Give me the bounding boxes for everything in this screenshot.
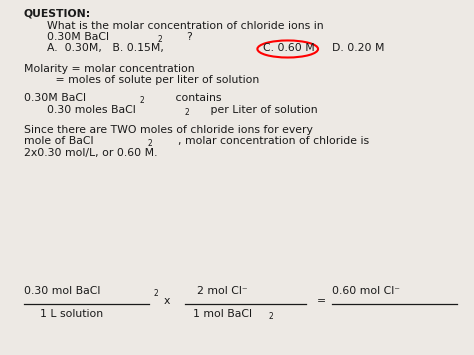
Text: ?: ? [186,32,192,42]
Text: 2: 2 [147,139,152,148]
Text: contains: contains [172,93,222,103]
Text: x: x [164,296,170,306]
Text: 2: 2 [185,108,190,116]
Text: QUESTION:: QUESTION: [24,9,91,19]
Text: 1 mol BaCl: 1 mol BaCl [193,309,252,319]
Text: C. 0.60 M: C. 0.60 M [263,43,315,53]
Text: 2x0.30 mol/L, or 0.60 M.: 2x0.30 mol/L, or 0.60 M. [24,148,157,158]
Text: 0.60 mol Cl⁻: 0.60 mol Cl⁻ [332,286,400,296]
Text: 0.30 mol BaCl: 0.30 mol BaCl [24,286,100,296]
Text: , molar concentration of chloride is: , molar concentration of chloride is [178,136,369,146]
Text: A.  0.30M,   B. 0.15M,: A. 0.30M, B. 0.15M, [47,43,164,53]
Text: 2: 2 [154,289,159,297]
Text: Since there are TWO moles of chloride ions for every: Since there are TWO moles of chloride io… [24,125,312,135]
Text: What is the molar concentration of chloride ions in: What is the molar concentration of chlor… [47,21,324,31]
Text: 1 L solution: 1 L solution [40,309,103,319]
Text: per Liter of solution: per Liter of solution [207,105,318,115]
Text: 0.30 moles BaCl: 0.30 moles BaCl [47,105,136,115]
Text: 2: 2 [268,312,273,321]
Text: mole of BaCl: mole of BaCl [24,136,93,146]
Text: = moles of solute per liter of solution: = moles of solute per liter of solution [24,75,259,85]
Text: 2: 2 [140,96,145,105]
Text: 2: 2 [158,35,163,44]
Text: 0.30M BaCl: 0.30M BaCl [24,93,86,103]
Text: =: = [317,296,326,306]
Text: Molarity = molar concentration: Molarity = molar concentration [24,64,194,74]
Text: 0.30M BaCl: 0.30M BaCl [47,32,109,42]
Text: 2 mol Cl⁻: 2 mol Cl⁻ [197,286,247,296]
Text: D. 0.20 M: D. 0.20 M [332,43,384,53]
